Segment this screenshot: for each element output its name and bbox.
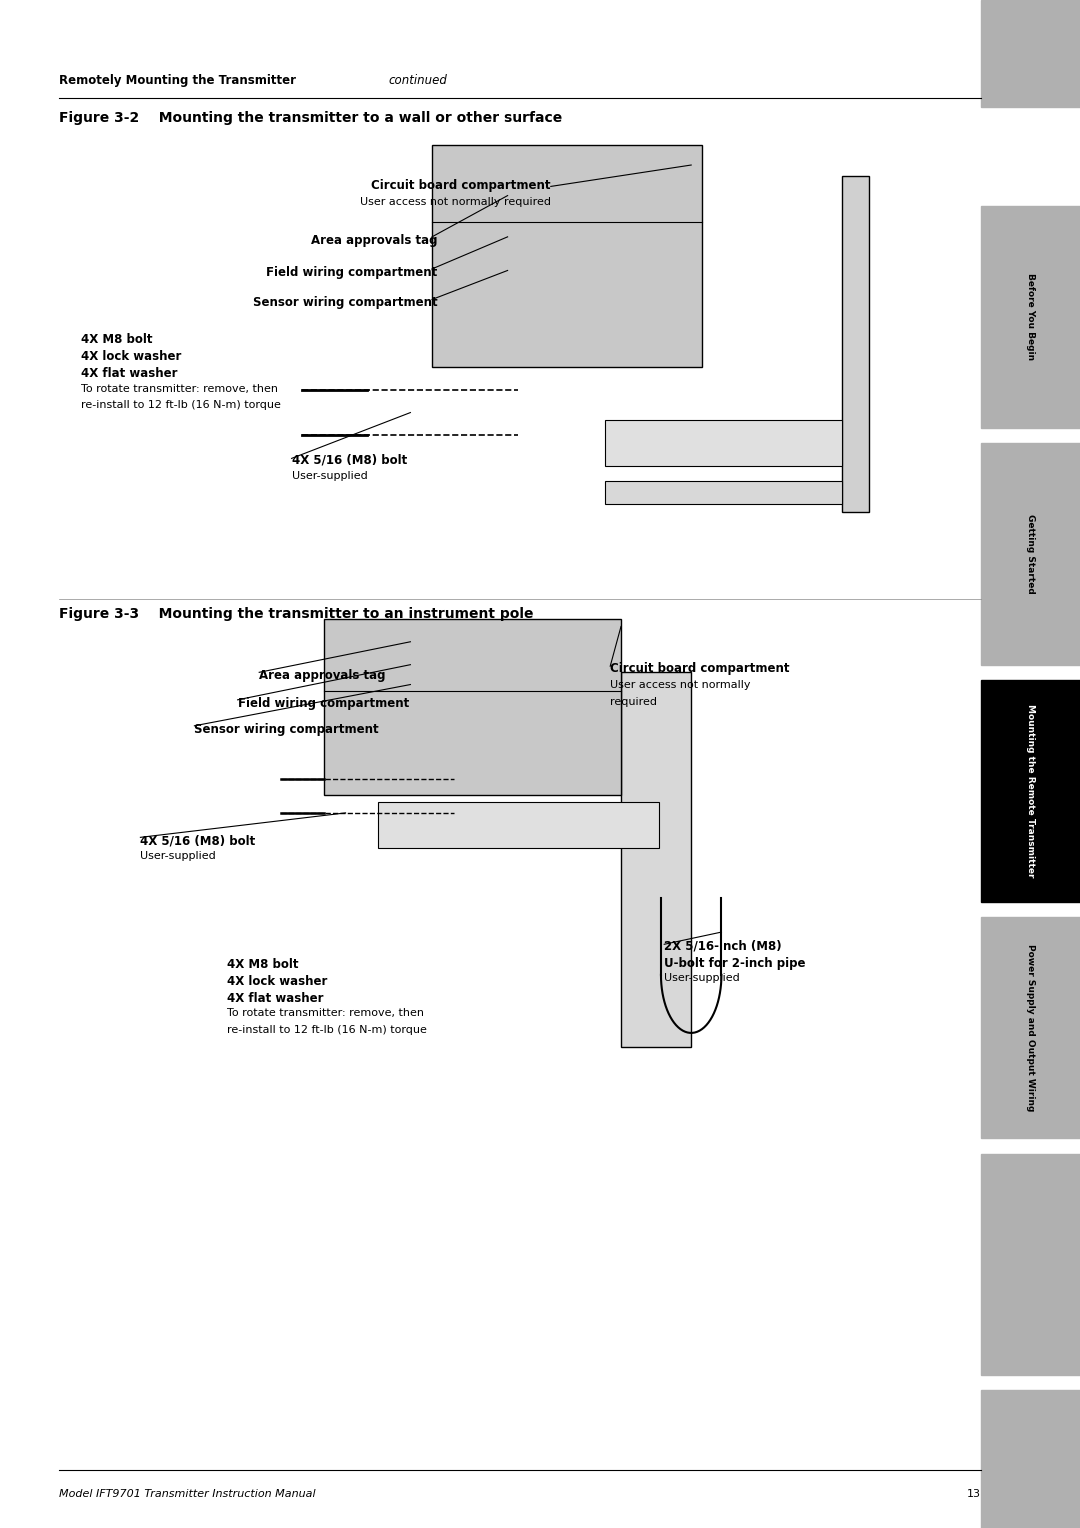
Text: 13: 13: [967, 1490, 981, 1499]
Text: continued: continued: [389, 75, 448, 87]
Text: Area approvals tag: Area approvals tag: [311, 234, 437, 248]
Text: Before You Begin: Before You Begin: [1026, 274, 1035, 361]
Text: U-bolt for 2-inch pipe: U-bolt for 2-inch pipe: [664, 957, 806, 970]
Text: Area approvals tag: Area approvals tag: [259, 669, 386, 683]
Text: Circuit board compartment: Circuit board compartment: [372, 179, 551, 193]
Text: 4X M8 bolt: 4X M8 bolt: [81, 333, 152, 347]
Text: User access not normally: User access not normally: [610, 680, 751, 691]
Bar: [981, 680, 1080, 902]
Text: Mounting the Remote Transmitter: Mounting the Remote Transmitter: [1026, 704, 1035, 877]
Bar: [981, 443, 1080, 665]
Text: Remotely Mounting the Transmitter: Remotely Mounting the Transmitter: [59, 75, 300, 87]
Text: Figure 3-3    Mounting the transmitter to an instrument pole: Figure 3-3 Mounting the transmitter to a…: [59, 607, 534, 622]
Text: re-install to 12 ft-lb (16 N-m) torque: re-install to 12 ft-lb (16 N-m) torque: [81, 400, 281, 411]
Text: Field wiring compartment: Field wiring compartment: [238, 697, 409, 711]
Text: User-supplied: User-supplied: [292, 471, 367, 481]
Text: Sensor wiring compartment: Sensor wiring compartment: [253, 296, 437, 310]
Polygon shape: [324, 619, 621, 795]
Text: re-install to 12 ft-lb (16 N-m) torque: re-install to 12 ft-lb (16 N-m) torque: [227, 1025, 427, 1036]
Text: Sensor wiring compartment: Sensor wiring compartment: [194, 723, 379, 736]
Text: 4X lock washer: 4X lock washer: [227, 975, 327, 989]
Text: required: required: [610, 697, 658, 707]
Text: Field wiring compartment: Field wiring compartment: [266, 266, 437, 280]
Text: User access not normally required: User access not normally required: [360, 197, 551, 208]
Text: User-supplied: User-supplied: [140, 851, 216, 862]
Bar: [981, 206, 1080, 428]
Text: Power Supply and Output Wiring: Power Supply and Output Wiring: [1026, 944, 1035, 1111]
Text: 2X 5/16-inch (M8): 2X 5/16-inch (M8): [664, 940, 782, 953]
Bar: [981, 0, 1080, 107]
Polygon shape: [432, 145, 702, 367]
Text: Figure 3-2    Mounting the transmitter to a wall or other surface: Figure 3-2 Mounting the transmitter to a…: [59, 110, 563, 125]
Text: 4X 5/16 (M8) bolt: 4X 5/16 (M8) bolt: [292, 454, 407, 468]
Text: Getting Started: Getting Started: [1026, 513, 1035, 594]
Text: To rotate transmitter: remove, then: To rotate transmitter: remove, then: [227, 1008, 423, 1019]
Text: 4X flat washer: 4X flat washer: [81, 367, 177, 380]
Bar: [981, 1390, 1080, 1528]
Bar: [621, 672, 691, 1047]
Text: 4X lock washer: 4X lock washer: [81, 350, 181, 364]
Text: 4X M8 bolt: 4X M8 bolt: [227, 958, 298, 972]
Text: 4X 5/16 (M8) bolt: 4X 5/16 (M8) bolt: [140, 834, 256, 848]
Polygon shape: [605, 420, 842, 466]
Text: 4X flat washer: 4X flat washer: [227, 992, 323, 1005]
Text: Model IFT9701 Transmitter Instruction Manual: Model IFT9701 Transmitter Instruction Ma…: [59, 1490, 316, 1499]
Polygon shape: [378, 802, 659, 848]
Bar: [981, 1154, 1080, 1375]
Text: To rotate transmitter: remove, then: To rotate transmitter: remove, then: [81, 384, 278, 394]
Polygon shape: [605, 481, 842, 504]
Text: Circuit board compartment: Circuit board compartment: [610, 662, 789, 675]
Bar: [981, 917, 1080, 1138]
Bar: [842, 176, 869, 512]
Text: User-supplied: User-supplied: [664, 973, 740, 984]
